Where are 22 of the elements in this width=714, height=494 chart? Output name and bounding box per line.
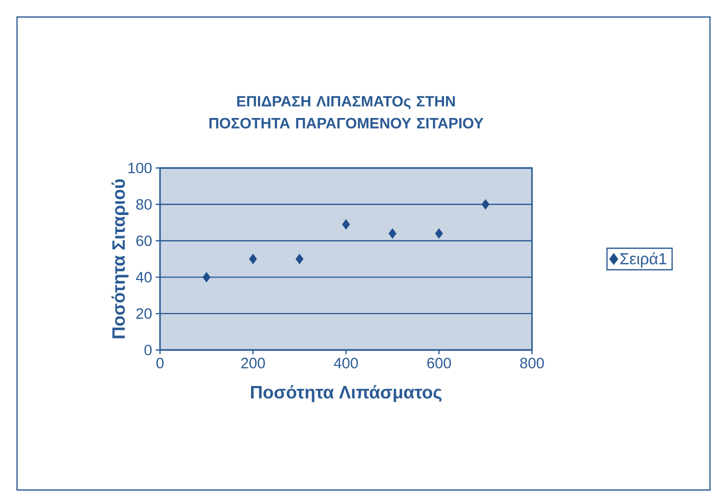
point [435, 228, 443, 239]
y-tick-label: 80 [136, 199, 152, 210]
x-tick-label: 400 [334, 358, 358, 368]
x-tick-label: 800 [520, 358, 544, 368]
point [249, 254, 257, 264]
y-tick-label: 0 [144, 344, 152, 356]
point [296, 254, 304, 264]
y-tick-label: 60 [136, 235, 152, 246]
x-tick-label: 200 [241, 358, 265, 368]
point [388, 228, 396, 239]
point [482, 199, 490, 210]
y-tick-label: 40 [136, 272, 152, 282]
x-axis-title: Ποσότητα Λιπάσματος [251, 385, 442, 402]
point [202, 272, 210, 282]
y-axis-title: Ποσότητα Σιταριού [112, 179, 128, 338]
legend-label: Σειρά1 [620, 252, 666, 268]
y-tick-label: 100 [128, 162, 152, 174]
point [342, 219, 350, 230]
chart-title: ΕΠΙΔΡΑΣΗ ΛΙΠΑΣΜΑΤΟς ΣΤΗΝ ΠΟΣΟΤΗΤΑ ΠΑΡΑΓΟΜΕΝΟΥ ΣΙΤΑΡΙΟΥ [209, 96, 484, 128]
y-tick-label: 20 [136, 308, 152, 319]
x-tick-label: 600 [427, 358, 451, 368]
x-tick-label: 0 [156, 358, 164, 368]
